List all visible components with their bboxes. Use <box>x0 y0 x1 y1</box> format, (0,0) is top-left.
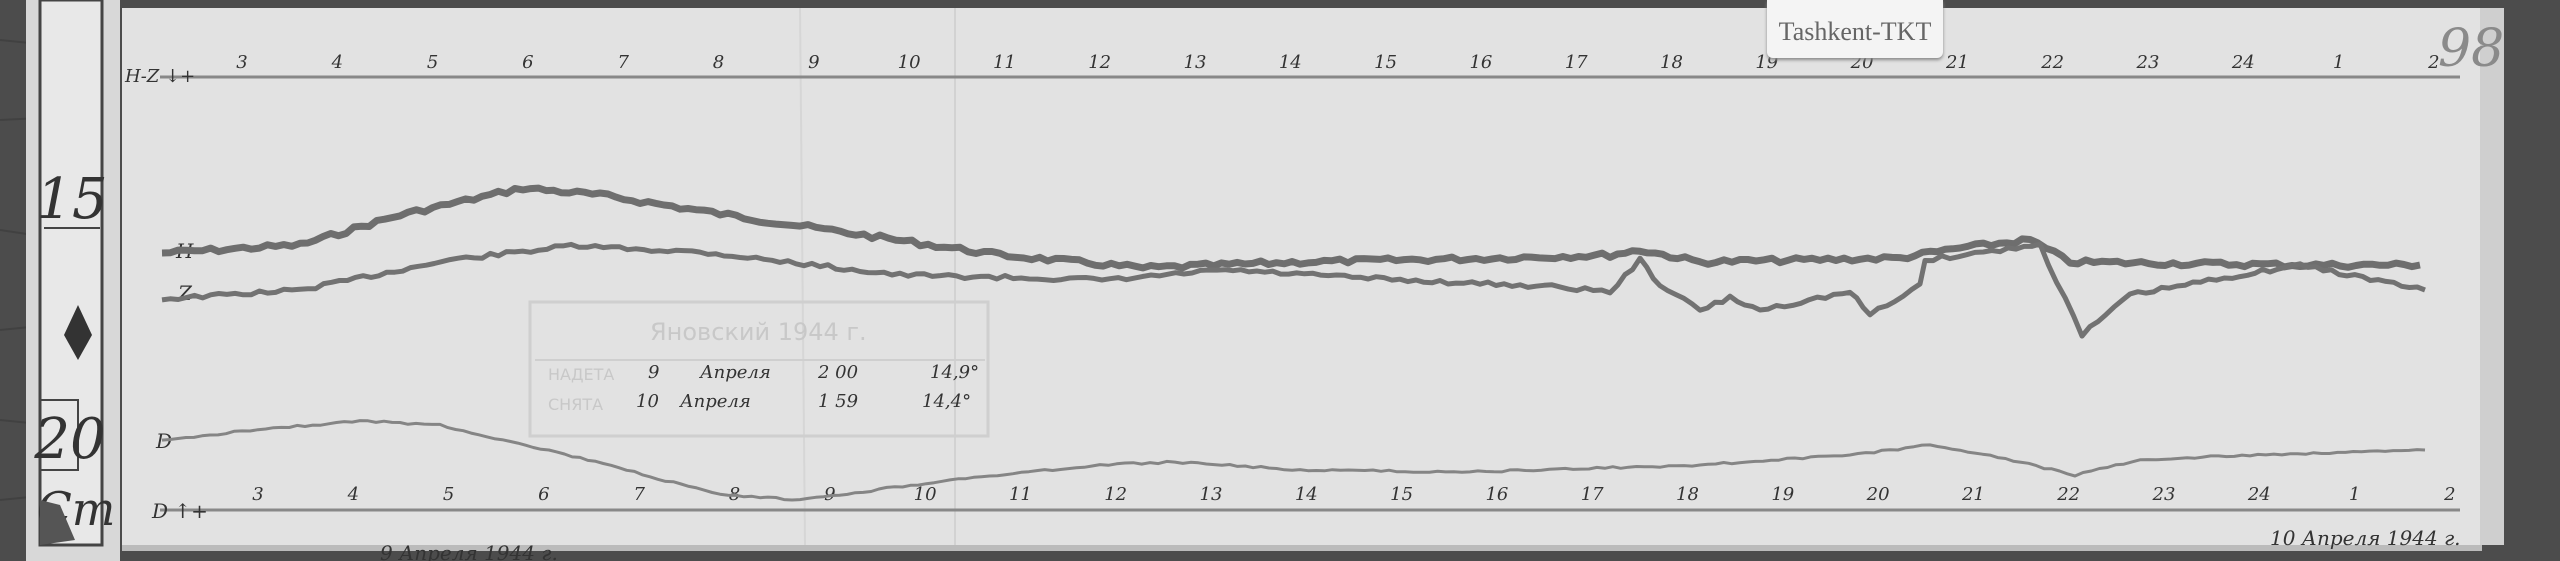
hour-label: 22 <box>2040 52 2064 73</box>
trace-z <box>161 241 2426 339</box>
hour-label: 17 <box>1581 484 1604 505</box>
hour-label: 6 <box>522 52 533 73</box>
trace-d <box>161 419 2426 502</box>
bottom-legend: D ↑+ <box>151 499 208 523</box>
stamp-row2-time: 1 59 <box>818 391 858 412</box>
hour-label: 1 <box>2349 484 2360 505</box>
hour-label: 6 <box>538 484 549 505</box>
hour-label: 21 <box>1961 484 1985 505</box>
station-tag: Tashkent-TKT <box>1767 0 1943 58</box>
hour-label: 8 <box>713 52 724 73</box>
top-legend: H-Z ↓+ <box>124 66 195 87</box>
top-time-axis: 3 4 5 6 7 8 9 10 11 12 13 14 15 16 17 18 19 20 21 22 23 24 1 2 <box>160 52 2460 79</box>
hour-label: 20 <box>1866 484 1890 505</box>
hour-label: 12 <box>1088 52 1111 73</box>
scale-ruler: 15 20 Cm <box>26 0 120 561</box>
hour-label: 3 <box>236 52 247 73</box>
hour-label: 18 <box>1660 52 1683 73</box>
hour-label: 19 <box>1771 484 1794 505</box>
hour-label: 23 <box>2152 484 2176 505</box>
stamp-row1-temp: 14,9° <box>930 362 979 383</box>
hour-label: 1 <box>2333 52 2344 73</box>
stamp-row2-temp: 14,4° <box>922 391 971 412</box>
stamp-row1-time: 2 00 <box>817 362 858 383</box>
stamp-row1-day: 9 <box>648 362 659 383</box>
hour-label: 16 <box>1485 484 1508 505</box>
hour-label: 18 <box>1676 484 1699 505</box>
hour-label: 24 <box>2247 484 2271 505</box>
record-paper <box>122 8 2482 545</box>
hour-label: 24 <box>2231 52 2255 73</box>
stamp-row1-label: НАДЕТА <box>548 365 614 384</box>
ruler-mark-15: 15 <box>36 167 107 232</box>
hour-label: 7 <box>633 484 645 505</box>
hour-label: 3 <box>252 484 263 505</box>
stamp-row2-day: 10 <box>636 391 659 412</box>
hour-label: 5 <box>443 484 454 505</box>
date-left: 9 Апреля 1944 г. <box>380 541 558 561</box>
diamond-marker-icon <box>64 305 92 360</box>
hour-label: 15 <box>1374 52 1397 73</box>
stamp-row2-month: Апреля <box>678 391 751 412</box>
hour-label: 7 <box>617 52 629 73</box>
hour-label: 21 <box>1945 52 1969 73</box>
hour-label: 11 <box>993 52 1016 73</box>
bottom-time-axis: 3 4 5 6 7 8 9 10 11 12 13 14 15 16 17 18 19 20 21 22 23 24 1 2 <box>160 484 2460 512</box>
hour-label: 16 <box>1469 52 1492 73</box>
observation-stamp: Яновский 1944 г. НАДЕТА 9 Апреля 2 00 14… <box>528 300 990 438</box>
hour-label: 13 <box>1184 52 1207 73</box>
hour-label: 23 <box>2136 52 2160 73</box>
hour-label: 4 <box>331 52 343 73</box>
hour-label: 11 <box>1009 484 1032 505</box>
hour-label: 12 <box>1104 484 1127 505</box>
hour-label: 2 <box>2427 52 2439 73</box>
hour-label: 9 <box>808 52 819 73</box>
hour-label: 14 <box>1295 484 1318 505</box>
hour-label: 5 <box>427 52 438 73</box>
sheet-number: 98 <box>2438 19 2504 79</box>
hour-label: 22 <box>2056 484 2080 505</box>
ruler-mark-20: 20 <box>33 407 105 472</box>
date-right: 10 Апреля 1944 г. <box>2270 526 2461 550</box>
hour-label: 4 <box>347 484 359 505</box>
hour-label: 13 <box>1200 484 1223 505</box>
hour-label: 10 <box>914 484 937 505</box>
hour-label: 17 <box>1565 52 1588 73</box>
stamp-title: Яновский 1944 г. <box>650 318 867 346</box>
hour-label: 2 <box>2443 484 2455 505</box>
hour-label: 15 <box>1390 484 1413 505</box>
stamp-row1-month: Апреля <box>698 362 771 383</box>
stamp-row2-label: СНЯТА <box>548 395 603 414</box>
hour-label: 10 <box>898 52 921 73</box>
hour-label: 14 <box>1279 52 1302 73</box>
